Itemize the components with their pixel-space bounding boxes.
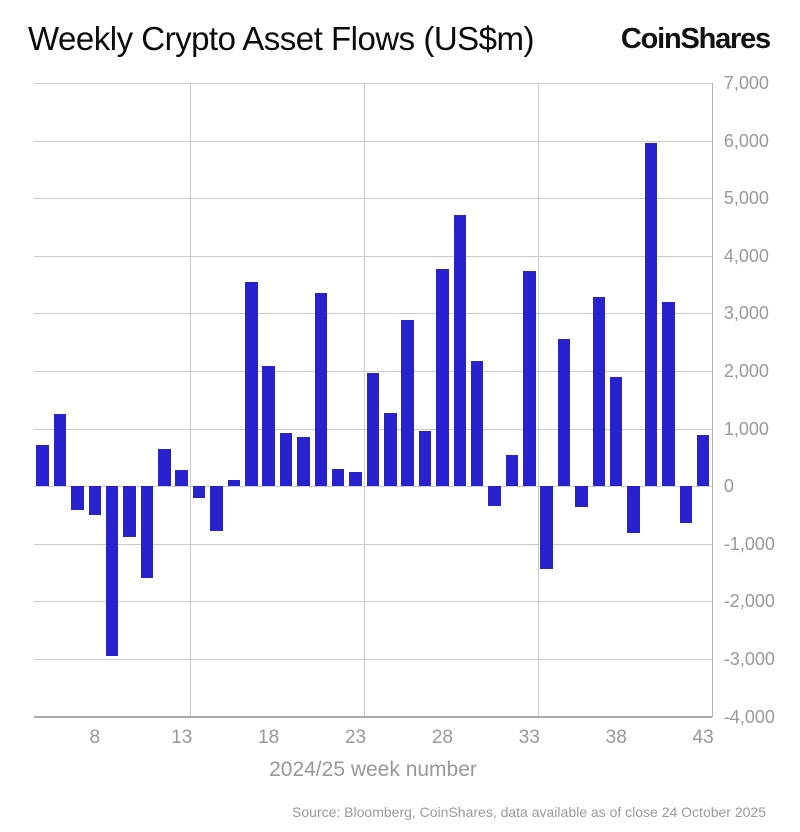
y-tick-label-2000: 2,000 [723, 361, 769, 381]
bar-week-16 [227, 480, 241, 487]
source-note: Source: Bloomberg, CoinShares, data avai… [292, 804, 766, 820]
bar-week-35 [557, 339, 571, 487]
bar-week-11 [140, 486, 154, 578]
gridline-y--3000 [34, 659, 712, 660]
x-axis-title: 2024/25 week number [269, 758, 477, 781]
bar-week-28 [436, 269, 449, 487]
bar-week-27 [418, 430, 432, 487]
bar-week-24 [366, 372, 380, 487]
gridline-x-after-week-23 [364, 83, 366, 717]
bar-week-19 [279, 433, 293, 487]
gridline-y-4000 [34, 255, 712, 257]
y-tick-label-6000: 6,000 [723, 130, 769, 151]
bar-week-37 [592, 296, 606, 487]
coinshares-logo: CoinShares [620, 23, 771, 55]
bar-week-43 [696, 434, 710, 487]
bar-week-30 [470, 360, 484, 487]
y-tick-label--1000: -1,000 [723, 533, 775, 554]
bar-week-40 [644, 142, 658, 487]
x-tick-label-33: 33 [518, 727, 540, 748]
y-tick-label--2000: -2,000 [723, 591, 775, 612]
bar-week-8 [88, 486, 102, 515]
y-tick-label--4000: -4,000 [723, 706, 775, 727]
bar-week-15 [210, 486, 223, 532]
bar-week-13 [175, 470, 188, 487]
x-axis-line [34, 715, 712, 718]
bar-week-23 [349, 471, 362, 487]
chart-title: Weekly Crypto Asset Flows (US$m) [28, 20, 535, 57]
bar-week-26 [401, 319, 414, 487]
bar-week-36 [575, 486, 588, 508]
bar-week-17 [245, 282, 258, 487]
x-tick-label-23: 23 [344, 727, 367, 748]
gridline-y-7000 [34, 83, 712, 84]
gridline-x-after-week-13 [190, 83, 192, 717]
gridline-y--1000 [34, 543, 712, 545]
gridline-y--2000 [34, 601, 712, 603]
x-tick-label-18: 18 [258, 727, 280, 748]
bar-week-5 [36, 444, 49, 487]
gridline-y-0 [34, 486, 712, 488]
x-tick-label-8: 8 [89, 727, 101, 748]
x-tick-label-43: 43 [692, 727, 714, 748]
bar-week-22 [331, 469, 345, 487]
bar-week-14 [192, 486, 206, 499]
y-tick-label-3000: 3,000 [723, 303, 769, 324]
bar-week-38 [609, 377, 623, 487]
bar-week-12 [158, 449, 171, 487]
x-tick-label-28: 28 [431, 727, 453, 748]
bar-week-20 [297, 437, 310, 487]
y-tick-label-7000: 7,000 [723, 73, 769, 93]
y-tick-label--3000: -3,000 [723, 649, 775, 669]
y-tick-label-0: 0 [723, 476, 734, 497]
bar-week-31 [488, 486, 501, 507]
plot-right-border [711, 83, 713, 717]
gridline-x-after-week-33 [538, 83, 540, 717]
x-tick-label-38: 38 [605, 727, 627, 748]
bar-week-6 [53, 414, 67, 487]
bar-week-41 [662, 302, 675, 487]
gridline-y-5000 [34, 198, 712, 200]
bar-week-9 [105, 486, 119, 657]
bar-week-7 [71, 486, 84, 511]
y-tick-label-1000: 1,000 [723, 418, 769, 439]
gridline-y-3000 [34, 313, 712, 315]
gridline-y-2000 [34, 371, 712, 372]
x-tick-label-13: 13 [171, 727, 193, 748]
bar-week-25 [384, 413, 397, 487]
y-tick-label-4000: 4,000 [723, 245, 769, 266]
gridline-y-6000 [34, 140, 712, 142]
bar-week-10 [123, 486, 136, 538]
y-tick-label-5000: 5,000 [723, 188, 769, 209]
bar-week-34 [540, 486, 553, 570]
bar-week-33 [523, 270, 536, 487]
bar-week-18 [262, 366, 275, 487]
bar-week-21 [314, 293, 328, 487]
bar-week-42 [679, 486, 692, 524]
bar-week-29 [453, 214, 467, 487]
bar-week-32 [505, 455, 519, 487]
bar-week-39 [627, 486, 640, 533]
